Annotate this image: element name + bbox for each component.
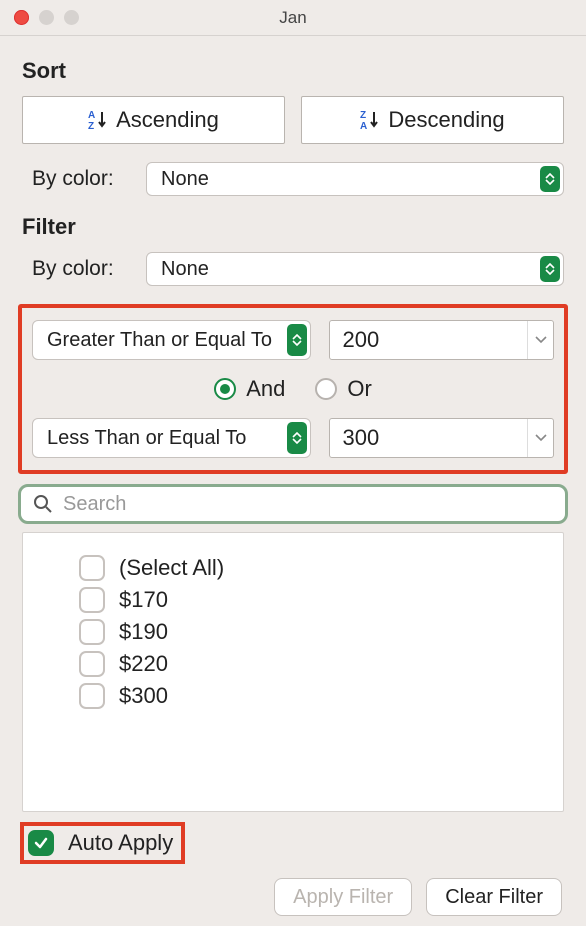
logic-or-radio[interactable]: Or [315,376,371,402]
auto-apply-checkbox[interactable]: Auto Apply [28,830,173,856]
stepper-icon [287,422,307,454]
auto-apply-highlight-box: Auto Apply [20,822,185,864]
svg-text:A: A [360,121,367,131]
radio-indicator [315,378,337,400]
filter-by-color-select[interactable]: None [146,252,564,286]
condition1-value: 200 [342,327,379,353]
sort-descending-button[interactable]: Z A Descending [301,96,564,144]
clear-filter-button[interactable]: Clear Filter [426,878,562,916]
checkbox-checked[interactable] [28,830,54,856]
clear-filter-label: Clear Filter [445,886,543,909]
stepper-icon [287,324,307,356]
sort-by-color-select[interactable]: None [146,162,564,196]
filter-item[interactable]: $190 [79,619,547,645]
stepper-icon [540,166,560,192]
filter-item-label: $300 [119,683,168,709]
condition2-value-combo[interactable]: 300 [329,418,554,458]
window-controls [14,10,79,25]
apply-filter-label: Apply Filter [293,886,393,909]
sort-ascending-label: Ascending [116,107,219,133]
search-field[interactable] [18,484,568,524]
svg-text:Z: Z [88,121,94,131]
svg-text:Z: Z [360,110,366,121]
radio-indicator [214,378,236,400]
search-input[interactable] [63,493,553,516]
condition1-value-combo[interactable]: 200 [329,320,554,360]
minimize-window-button[interactable] [39,10,54,25]
filter-item-label: $220 [119,651,168,677]
apply-filter-button[interactable]: Apply Filter [274,878,412,916]
filter-item[interactable]: $220 [79,651,547,677]
close-window-button[interactable] [14,10,29,25]
combo-history-button[interactable] [527,321,553,359]
filter-heading: Filter [22,214,564,240]
sort-az-asc-icon: A Z [88,109,110,131]
select-all-item[interactable]: (Select All) [79,555,547,581]
search-icon [33,494,53,514]
filter-item-label: $190 [119,619,168,645]
sort-za-desc-icon: Z A [360,109,382,131]
select-all-label: (Select All) [119,555,224,581]
filter-item[interactable]: $300 [79,683,547,709]
sort-by-color-label: By color: [22,167,132,191]
filter-item[interactable]: $170 [79,587,547,613]
combo-history-button[interactable] [527,419,553,457]
logic-and-radio[interactable]: And [214,376,285,402]
condition2-operator-select[interactable]: Less Than or Equal To [32,418,311,458]
sort-heading: Sort [22,58,564,84]
svg-text:A: A [88,110,95,121]
chevron-down-icon [535,434,547,442]
condition-highlight-box: Greater Than or Equal To 200 And Or [18,304,568,474]
window-title: Jan [0,8,586,28]
logic-or-label: Or [347,376,371,402]
condition1-operator-select[interactable]: Greater Than or Equal To [32,320,311,360]
stepper-icon [540,256,560,282]
titlebar: Jan [0,0,586,36]
checkbox[interactable] [79,619,105,645]
checkbox[interactable] [79,555,105,581]
filter-by-color-label: By color: [22,257,132,281]
sort-descending-label: Descending [388,107,504,133]
check-icon [33,835,49,851]
condition2-value: 300 [342,425,379,451]
filter-by-color-value: None [161,258,209,281]
auto-apply-label: Auto Apply [68,830,173,856]
logic-and-label: And [246,376,285,402]
chevron-down-icon [535,336,547,344]
condition1-operator-value: Greater Than or Equal To [47,329,272,352]
checkbox[interactable] [79,683,105,709]
filter-item-label: $170 [119,587,168,613]
condition2-operator-value: Less Than or Equal To [47,427,246,450]
checkbox[interactable] [79,651,105,677]
maximize-window-button[interactable] [64,10,79,25]
filter-items-panel: (Select All) $170 $190 $220 $300 [22,532,564,812]
sort-ascending-button[interactable]: A Z Ascending [22,96,285,144]
sort-by-color-value: None [161,168,209,191]
checkbox[interactable] [79,587,105,613]
